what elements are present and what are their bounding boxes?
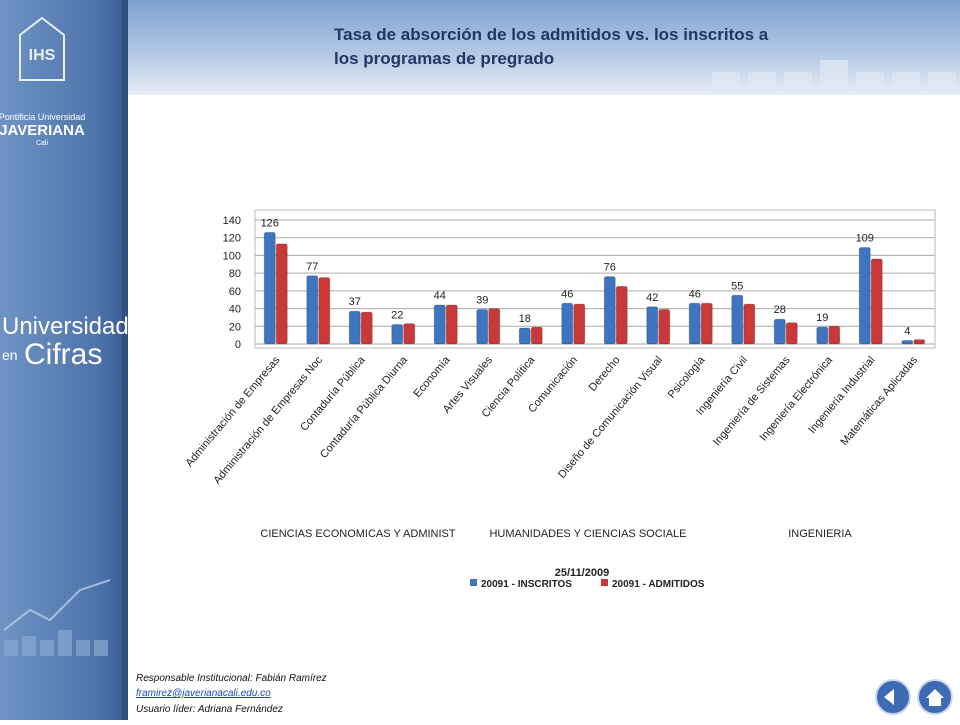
- bar: [743, 303, 756, 345]
- header-decoration: [712, 60, 956, 94]
- bar: [275, 243, 288, 345]
- brand-text: Universidad: [2, 313, 129, 340]
- bar: [348, 310, 361, 345]
- bar: [658, 308, 671, 345]
- sidebar: [0, 0, 122, 720]
- data-label: 126: [261, 217, 279, 229]
- bar: [403, 323, 416, 345]
- y-tick-label: 0: [235, 339, 241, 351]
- date-label: 25/11/2009: [555, 567, 609, 579]
- bar: [263, 231, 276, 345]
- y-tick-label: 60: [229, 286, 241, 298]
- logo-city: Cali: [36, 140, 49, 147]
- sidebar-edge: [122, 0, 128, 720]
- logo-line: Pontificia Universidad: [0, 112, 85, 122]
- legend-swatch: [601, 579, 608, 586]
- data-label: 44: [434, 290, 446, 302]
- logo: IHS: [19, 16, 65, 81]
- email-link[interactable]: framirez@javerianacali.edu.co: [136, 688, 271, 699]
- bar: [391, 324, 404, 345]
- bar: [646, 306, 659, 345]
- bar: [913, 339, 926, 345]
- y-tick-label: 20: [229, 321, 241, 333]
- bar: [603, 276, 616, 345]
- bar: [858, 246, 871, 345]
- y-tick-label: 100: [223, 250, 241, 262]
- data-label: 28: [774, 304, 786, 316]
- footer-text: Responsable Institucional: Fabián Ramíre…: [136, 673, 327, 684]
- home-button[interactable]: [917, 679, 953, 715]
- data-label: 37: [349, 296, 361, 308]
- bar: [785, 322, 798, 345]
- group-label: CIENCIAS ECONOMICAS Y ADMINIST: [260, 528, 455, 540]
- data-label: 22: [391, 310, 403, 322]
- legend-label: 20091 - INSCRITOS: [481, 579, 572, 590]
- bar: [561, 302, 574, 345]
- bar: [700, 302, 713, 345]
- data-label: 42: [646, 292, 658, 304]
- data-label: 4: [904, 325, 910, 337]
- bar: [773, 318, 786, 345]
- bar: [731, 294, 744, 345]
- bar: [828, 325, 841, 345]
- y-tick-label: 120: [223, 233, 241, 245]
- bar: [688, 302, 701, 345]
- sidebar-decoration: [3, 579, 111, 656]
- data-label: 55: [731, 280, 743, 292]
- bar: [445, 304, 458, 345]
- back-button[interactable]: [875, 679, 911, 715]
- bar: [306, 275, 319, 345]
- brand-text: en: [2, 347, 18, 363]
- data-label: 18: [519, 313, 531, 325]
- bar: [870, 258, 883, 345]
- bar: [901, 339, 914, 345]
- brand-text: Cifras: [24, 338, 102, 371]
- chart-title: Tasa de absorción de los admitidos vs. l…: [334, 25, 769, 68]
- data-label: 19: [816, 312, 828, 324]
- legend-swatch: [470, 579, 477, 586]
- bar: [433, 304, 446, 345]
- bar: [476, 308, 489, 345]
- y-tick-label: 40: [229, 304, 241, 316]
- bar: [360, 311, 373, 345]
- data-label: 46: [561, 288, 573, 300]
- bar: [816, 326, 829, 345]
- bar: [318, 277, 331, 345]
- data-label: 77: [306, 261, 318, 273]
- data-label: 46: [689, 288, 701, 300]
- bar: [518, 327, 531, 345]
- plot-frame: [254, 209, 936, 349]
- data-label: 76: [604, 262, 616, 274]
- bar: [615, 285, 628, 345]
- y-tick-label: 140: [223, 215, 241, 227]
- footer-text: Usuario líder: Adriana Fernández: [136, 704, 283, 715]
- logo-name: JAVERIANA: [0, 122, 85, 139]
- y-tick-label: 80: [229, 268, 241, 280]
- group-label: INGENIERIA: [788, 528, 852, 540]
- bar: [530, 326, 543, 345]
- group-label: HUMANIDADES Y CIENCIAS SOCIALE: [489, 528, 686, 540]
- bar: [573, 303, 586, 345]
- bar: [488, 308, 501, 345]
- legend-label: 20091 - ADMITIDOS: [612, 579, 705, 590]
- svg-text:IHS: IHS: [29, 47, 56, 64]
- data-label: 39: [476, 294, 488, 306]
- data-label: 109: [856, 232, 874, 244]
